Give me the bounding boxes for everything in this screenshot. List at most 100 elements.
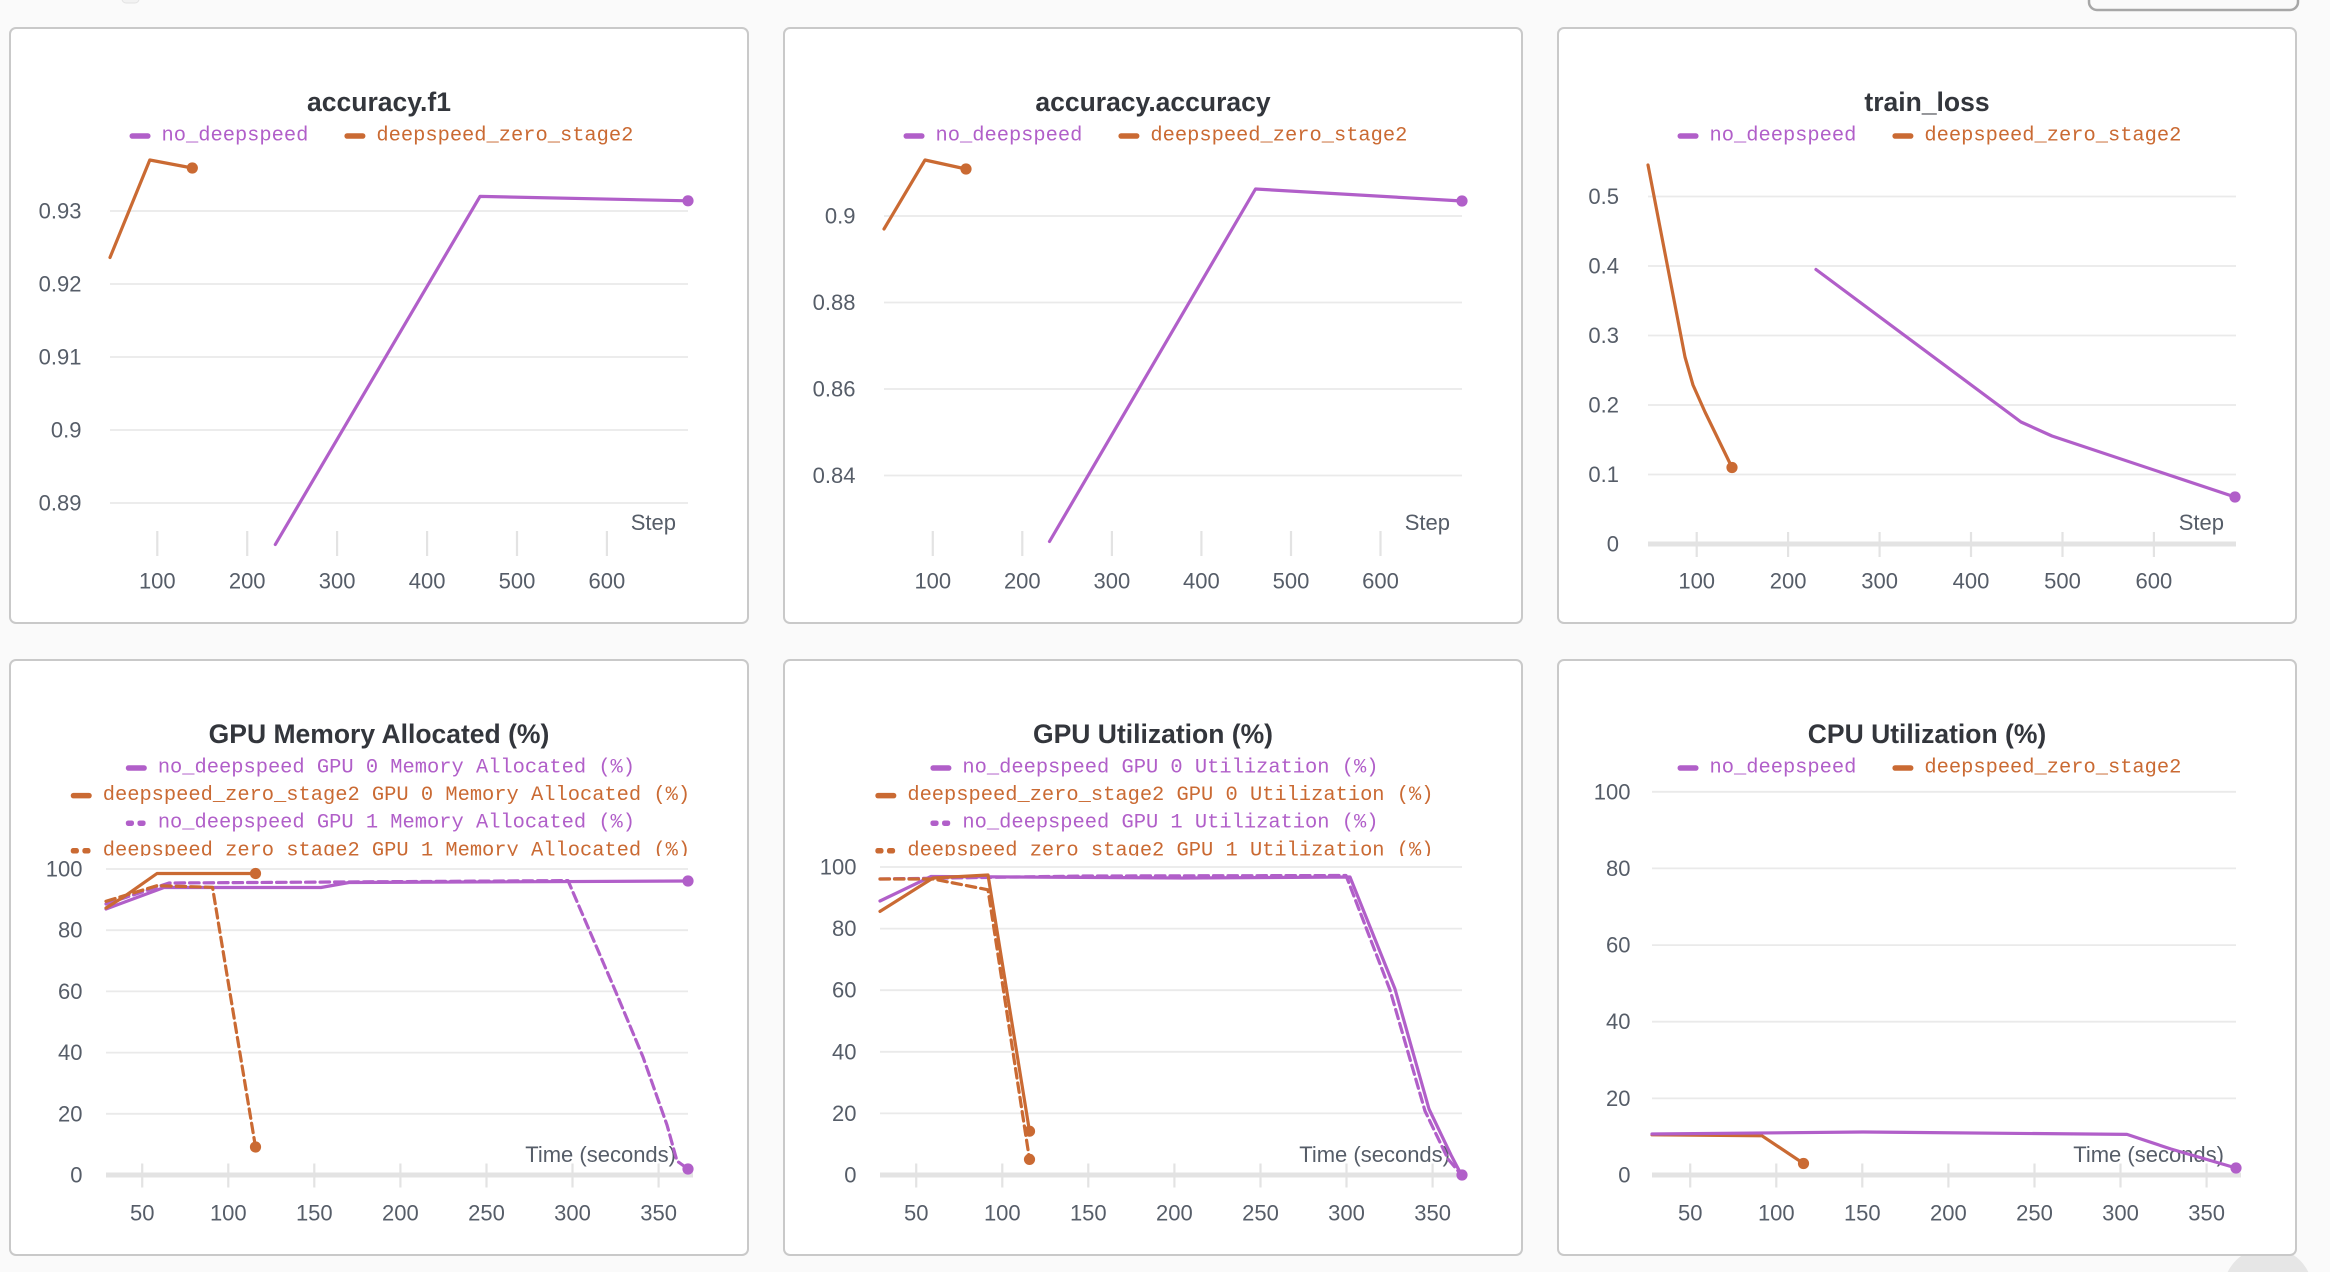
svg-text:Step: Step: [631, 510, 676, 535]
svg-text:accuracy.f1: accuracy.f1: [307, 87, 451, 117]
svg-text:600: 600: [2136, 569, 2173, 594]
svg-text:250: 250: [468, 1201, 505, 1226]
svg-text:250: 250: [1242, 1201, 1279, 1226]
svg-text:100: 100: [984, 1201, 1021, 1226]
svg-text:200: 200: [382, 1201, 419, 1226]
svg-text:40: 40: [58, 1040, 82, 1065]
svg-text:0.5: 0.5: [1588, 184, 1619, 209]
svg-text:deepspeed_zero_stage2 GPU 1 Me: deepspeed_zero_stage2 GPU 1 Memory Alloc…: [103, 839, 690, 862]
svg-text:GPU Utilization (%): GPU Utilization (%): [1033, 719, 1273, 749]
svg-text:0.86: 0.86: [813, 377, 856, 402]
svg-text:50: 50: [1678, 1201, 1702, 1226]
svg-text:0.93: 0.93: [39, 199, 82, 224]
svg-text:20: 20: [58, 1101, 82, 1126]
svg-text:100: 100: [1678, 569, 1715, 594]
svg-text:Time (seconds): Time (seconds): [525, 1142, 676, 1167]
svg-text:Time (seconds): Time (seconds): [2073, 1142, 2224, 1167]
svg-text:Step: Step: [2179, 510, 2224, 535]
svg-text:50: 50: [130, 1201, 154, 1226]
svg-text:400: 400: [1953, 569, 1990, 594]
svg-text:300: 300: [2102, 1201, 2139, 1226]
svg-text:60: 60: [832, 978, 856, 1003]
svg-text:Time (seconds): Time (seconds): [1299, 1142, 1450, 1167]
svg-text:0.84: 0.84: [813, 463, 856, 488]
svg-text:100: 100: [139, 569, 176, 594]
svg-text:60: 60: [1606, 933, 1630, 958]
svg-text:no_deepspeed: no_deepspeed: [1710, 757, 1857, 780]
svg-text:deepspeed_zero_stage2: deepspeed_zero_stage2: [1924, 125, 2181, 148]
svg-text:no_deepspeed: no_deepspeed: [1710, 125, 1857, 148]
svg-text:300: 300: [1861, 569, 1898, 594]
svg-text:80: 80: [58, 918, 82, 943]
svg-text:0.2: 0.2: [1588, 393, 1619, 418]
svg-text:GPU Memory Allocated (%): GPU Memory Allocated (%): [209, 719, 550, 749]
svg-text:300: 300: [319, 569, 356, 594]
svg-text:accuracy.accuracy: accuracy.accuracy: [1035, 87, 1271, 117]
svg-text:50: 50: [904, 1201, 928, 1226]
svg-text:200: 200: [1770, 569, 1807, 594]
svg-text:500: 500: [1273, 569, 1310, 594]
svg-text:0.3: 0.3: [1588, 323, 1619, 348]
svg-text:no_deepspeed: no_deepspeed: [936, 125, 1083, 148]
svg-text:deepspeed_zero_stage2 GPU 0 Me: deepspeed_zero_stage2 GPU 0 Memory Alloc…: [103, 784, 690, 807]
svg-text:200: 200: [229, 569, 266, 594]
svg-text:200: 200: [1156, 1201, 1193, 1226]
svg-text:150: 150: [1070, 1201, 1107, 1226]
svg-text:Step: Step: [1405, 510, 1450, 535]
svg-text:100: 100: [210, 1201, 247, 1226]
svg-text:0.89: 0.89: [39, 491, 82, 516]
svg-text:0.92: 0.92: [39, 272, 82, 297]
svg-text:0: 0: [70, 1163, 82, 1188]
svg-text:80: 80: [832, 916, 856, 941]
svg-text:deepspeed_zero_stage2: deepspeed_zero_stage2: [376, 125, 633, 148]
svg-text:40: 40: [1606, 1009, 1630, 1034]
svg-text:no_deepspeed GPU 0 Utilization: no_deepspeed GPU 0 Utilization (%): [962, 757, 1378, 780]
svg-text:100: 100: [820, 855, 857, 880]
svg-text:400: 400: [1183, 569, 1220, 594]
svg-text:0.1: 0.1: [1588, 462, 1619, 487]
svg-text:no_deepspeed GPU 1 Memory Allo: no_deepspeed GPU 1 Memory Allocated (%): [158, 812, 635, 835]
svg-text:deepspeed_zero_stage2 GPU 0 Ut: deepspeed_zero_stage2 GPU 0 Utilization …: [907, 784, 1433, 807]
svg-text:60: 60: [58, 979, 82, 1004]
svg-text:deepspeed_zero_stage2 GPU 1 Ut: deepspeed_zero_stage2 GPU 1 Utilization …: [907, 839, 1433, 862]
svg-text:500: 500: [499, 569, 536, 594]
svg-text:100: 100: [1758, 1201, 1795, 1226]
svg-text:600: 600: [589, 569, 626, 594]
svg-text:20: 20: [1606, 1086, 1630, 1111]
svg-text:100: 100: [46, 857, 83, 882]
svg-text:0: 0: [844, 1163, 856, 1188]
svg-text:deepspeed_zero_stage2: deepspeed_zero_stage2: [1150, 125, 1407, 148]
svg-text:0.4: 0.4: [1588, 254, 1619, 279]
svg-text:0.9: 0.9: [51, 418, 82, 443]
svg-text:0.88: 0.88: [813, 290, 856, 315]
svg-text:300: 300: [554, 1201, 591, 1226]
svg-text:0: 0: [1618, 1163, 1630, 1188]
svg-text:no_deepspeed GPU 1 Utilization: no_deepspeed GPU 1 Utilization (%): [962, 812, 1378, 835]
svg-text:300: 300: [1094, 569, 1131, 594]
svg-text:CPU Utilization (%): CPU Utilization (%): [1808, 719, 2047, 749]
svg-text:300: 300: [1328, 1201, 1365, 1226]
svg-text:train_loss: train_loss: [1864, 87, 1989, 117]
svg-text:0.91: 0.91: [39, 345, 82, 370]
svg-text:100: 100: [1594, 779, 1631, 804]
svg-text:350: 350: [640, 1201, 677, 1226]
svg-text:100: 100: [914, 569, 951, 594]
svg-text:deepspeed_zero_stage2: deepspeed_zero_stage2: [1924, 757, 2181, 780]
svg-text:500: 500: [2044, 569, 2081, 594]
svg-text:no_deepspeed GPU 0 Memory Allo: no_deepspeed GPU 0 Memory Allocated (%): [158, 757, 635, 780]
svg-text:600: 600: [1362, 569, 1399, 594]
svg-text:0: 0: [1607, 532, 1619, 557]
svg-text:150: 150: [1844, 1201, 1881, 1226]
svg-text:no_deepspeed: no_deepspeed: [162, 125, 309, 148]
svg-text:400: 400: [409, 569, 446, 594]
svg-text:200: 200: [1004, 569, 1041, 594]
svg-text:200: 200: [1930, 1201, 1967, 1226]
svg-text:0.9: 0.9: [825, 204, 856, 229]
svg-text:20: 20: [832, 1101, 856, 1126]
svg-text:350: 350: [2188, 1201, 2225, 1226]
svg-text:40: 40: [832, 1039, 856, 1064]
svg-text:350: 350: [1414, 1201, 1451, 1226]
svg-text:150: 150: [296, 1201, 333, 1226]
svg-text:250: 250: [2016, 1201, 2053, 1226]
svg-text:80: 80: [1606, 856, 1630, 881]
